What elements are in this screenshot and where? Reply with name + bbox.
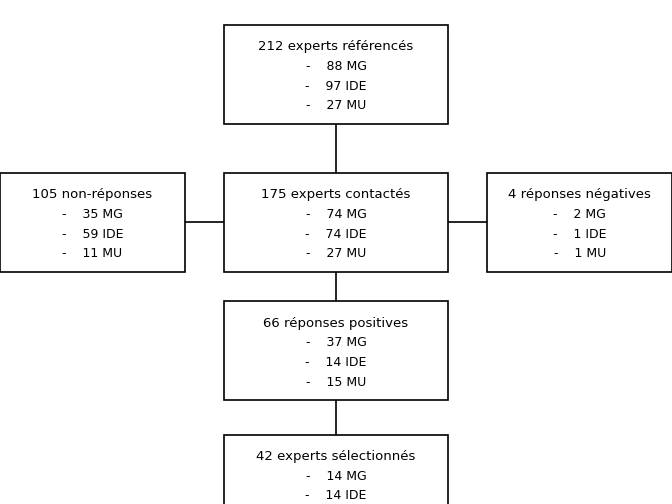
FancyBboxPatch shape (224, 25, 448, 123)
Text: -    59 IDE: - 59 IDE (62, 228, 123, 241)
Text: -    74 IDE: - 74 IDE (305, 228, 367, 241)
Text: 212 experts référencés: 212 experts référencés (258, 40, 414, 53)
Text: -    27 MU: - 27 MU (306, 247, 366, 261)
Text: -    74 MG: - 74 MG (306, 208, 366, 221)
Text: 42 experts sélectionnés: 42 experts sélectionnés (256, 450, 416, 463)
Text: 175 experts contactés: 175 experts contactés (261, 188, 411, 201)
FancyBboxPatch shape (487, 173, 672, 272)
FancyBboxPatch shape (0, 173, 185, 272)
Text: 4 réponses négatives: 4 réponses négatives (508, 188, 651, 201)
Text: -    35 MG: - 35 MG (62, 208, 123, 221)
FancyBboxPatch shape (224, 173, 448, 272)
FancyBboxPatch shape (224, 435, 448, 504)
FancyBboxPatch shape (224, 301, 448, 400)
Text: -    37 MG: - 37 MG (306, 336, 366, 349)
Text: -    88 MG: - 88 MG (306, 60, 366, 73)
Text: 105 non-réponses: 105 non-réponses (32, 188, 153, 201)
Text: 66 réponses positives: 66 réponses positives (263, 317, 409, 330)
Text: -    14 IDE: - 14 IDE (305, 356, 367, 369)
Text: -    1 MU: - 1 MU (554, 247, 605, 261)
Text: -    97 IDE: - 97 IDE (305, 80, 367, 93)
Text: -    27 MU: - 27 MU (306, 99, 366, 112)
Text: -    1 IDE: - 1 IDE (553, 228, 606, 241)
Text: -    11 MU: - 11 MU (62, 247, 122, 261)
Text: -    14 IDE: - 14 IDE (305, 489, 367, 502)
Text: -    15 MU: - 15 MU (306, 376, 366, 389)
Text: -    14 MG: - 14 MG (306, 470, 366, 483)
Text: -    2 MG: - 2 MG (553, 208, 606, 221)
